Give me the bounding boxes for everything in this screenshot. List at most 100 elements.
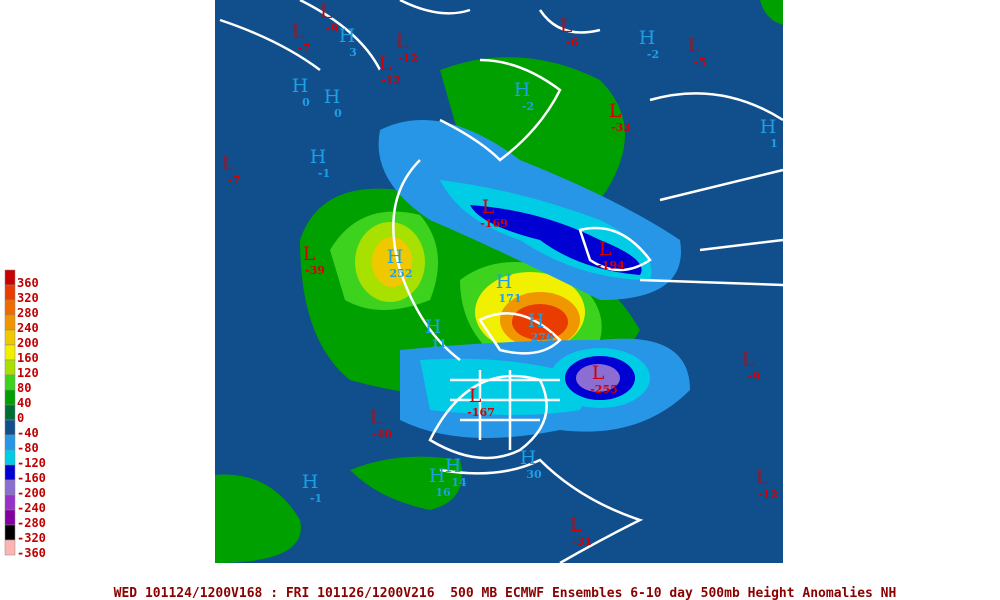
center-letter: L — [396, 31, 409, 53]
color-legend: 36032028024020016012080400-40-80-120-160… — [4, 269, 46, 560]
center-letter: H — [496, 271, 513, 293]
caption: WED 101124/1200V168 : FRI 101126/1200V21… — [114, 586, 897, 600]
center-letter: L — [742, 349, 755, 371]
anomaly-area — [215, 474, 301, 563]
map — [215, 0, 784, 565]
legend-swatch — [4, 389, 16, 406]
coastline — [219, 0, 601, 72]
legend-swatch — [4, 299, 16, 316]
center-letter: L — [320, 1, 333, 23]
center-letter: L — [469, 385, 482, 407]
legend-swatch — [4, 494, 16, 511]
legend-label: -80 — [17, 441, 39, 455]
legend-swatch — [4, 359, 16, 376]
center-letter: H — [292, 75, 309, 97]
legend-swatch — [4, 269, 16, 286]
coastline — [439, 58, 562, 162]
borders — [450, 370, 560, 450]
legend-label: -320 — [17, 531, 46, 545]
center-letter: H — [324, 86, 341, 108]
center-value: -7 — [228, 174, 240, 187]
center-value: -9 — [748, 370, 760, 383]
center-letter: H — [514, 79, 531, 101]
legend-label: 360 — [17, 276, 39, 290]
center-letter: H — [528, 310, 545, 332]
center-value: 30 — [526, 468, 542, 481]
anomaly-area — [470, 205, 642, 275]
legend-swatch — [4, 374, 16, 391]
legend-label: 40 — [17, 396, 31, 410]
anomaly-area — [512, 304, 568, 340]
legend-swatch — [4, 434, 16, 451]
center-letter: H — [302, 471, 319, 493]
center-letter: H — [445, 455, 462, 477]
legend-label: -40 — [17, 426, 39, 440]
legend-label: -200 — [17, 486, 46, 500]
legend-swatch — [4, 284, 16, 301]
center-value: -1 — [318, 167, 330, 180]
center-letter: H — [760, 116, 777, 138]
legend-label: 80 — [17, 381, 31, 395]
center-letter: L — [303, 243, 316, 265]
center-value: -167 — [467, 406, 495, 419]
legend-swatch — [4, 419, 16, 436]
center-value: 16 — [435, 486, 451, 499]
center-letter: L — [592, 362, 605, 384]
legend-swatch — [4, 509, 16, 526]
center-value: 276 — [531, 331, 554, 344]
legend-label: 320 — [17, 291, 39, 305]
anomaly-area — [760, 0, 783, 25]
center-value: 1 — [770, 137, 778, 150]
center-value: -12 — [758, 488, 778, 501]
center-letter: H — [429, 465, 446, 487]
legend-swatch — [4, 344, 16, 361]
center-letter: L — [292, 21, 305, 43]
legend-label: 280 — [17, 306, 39, 320]
center-letter: L — [688, 35, 701, 57]
legend-label: -360 — [17, 546, 46, 560]
center-letter: L — [609, 100, 622, 122]
legend-label: 0 — [17, 411, 24, 425]
center-letter: L — [379, 53, 392, 75]
coastline — [392, 159, 461, 361]
center-value: -12 — [381, 74, 401, 87]
legend-label: -240 — [17, 501, 46, 515]
center-value: 171 — [499, 292, 522, 305]
center-value: -1 — [310, 492, 322, 505]
legend-swatch — [4, 314, 16, 331]
legend-swatch — [4, 404, 16, 421]
center-letter: L — [570, 514, 583, 536]
legend-swatch — [4, 479, 16, 496]
legend-label: -280 — [17, 516, 46, 530]
center-value: -9 — [326, 22, 338, 35]
center-letter: L — [482, 196, 495, 218]
legend-label: 240 — [17, 321, 39, 335]
center-value: 3 — [349, 46, 357, 59]
center-letter: L — [370, 407, 383, 429]
legend-label: 120 — [17, 366, 39, 380]
center-value: -194 — [597, 259, 625, 272]
center-letter: H — [339, 25, 356, 47]
coastline — [478, 312, 562, 355]
center-value: -12 — [398, 52, 418, 65]
center-value: -39 — [305, 264, 325, 277]
legend-label: -160 — [17, 471, 46, 485]
center-letter: L — [222, 153, 235, 175]
center-value: -40 — [372, 428, 392, 441]
legend-label: -120 — [17, 456, 46, 470]
center-letter: H — [425, 316, 442, 338]
center-value: 0 — [302, 96, 310, 109]
center-value: 14 — [451, 476, 467, 489]
center-value: -5 — [694, 56, 706, 69]
center-letter: H — [387, 246, 404, 268]
legend-label: 200 — [17, 336, 39, 350]
legend-label: 160 — [17, 351, 39, 365]
center-letter: H — [310, 146, 327, 168]
coastlines — [219, 0, 784, 565]
center-letter: L — [560, 15, 573, 37]
coastline — [639, 92, 784, 287]
center-value: -7 — [298, 42, 310, 55]
legend-swatch — [4, 449, 16, 466]
anomaly-area — [576, 364, 620, 392]
